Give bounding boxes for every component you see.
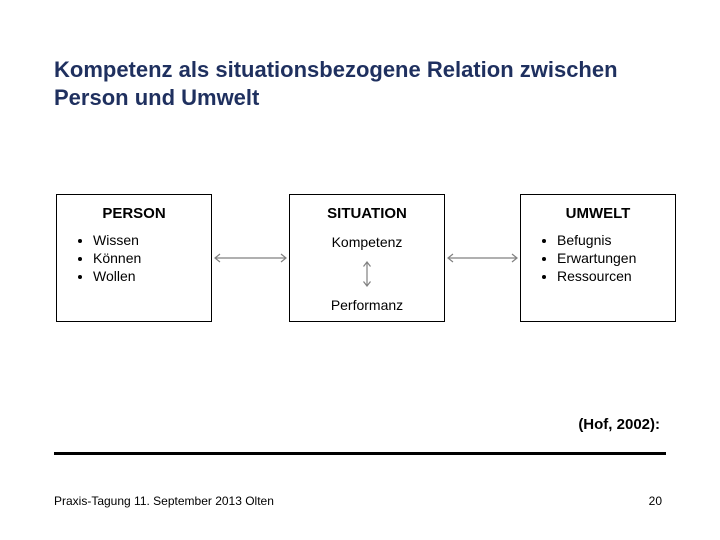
double-arrow-vertical-icon bbox=[362, 260, 372, 288]
box-person-list: Wissen Können Wollen bbox=[71, 232, 197, 284]
diagram: PERSON Wissen Können Wollen SITUATION Ko… bbox=[30, 180, 690, 370]
box-person-item: Wollen bbox=[93, 268, 197, 284]
box-person-item: Können bbox=[93, 250, 197, 266]
box-umwelt-item: Erwartungen bbox=[557, 250, 661, 266]
box-umwelt-item: Befugnis bbox=[557, 232, 661, 248]
box-situation-word-top: Kompetenz bbox=[304, 234, 430, 250]
box-situation-header: SITUATION bbox=[304, 205, 430, 222]
box-umwelt-header: UMWELT bbox=[535, 205, 661, 222]
box-umwelt-list: Befugnis Erwartungen Ressourcen bbox=[535, 232, 661, 284]
page-number: 20 bbox=[649, 494, 662, 508]
footer-text: Praxis-Tagung 11. September 2013 Olten bbox=[54, 494, 274, 508]
box-umwelt-item: Ressourcen bbox=[557, 268, 661, 284]
double-arrow-horizontal-icon bbox=[445, 248, 520, 268]
box-person-header: PERSON bbox=[71, 205, 197, 222]
box-person-item: Wissen bbox=[93, 232, 197, 248]
box-situation: SITUATION Kompetenz Performanz bbox=[289, 194, 445, 322]
footer-rule bbox=[54, 452, 666, 455]
double-arrow-horizontal-icon bbox=[212, 248, 289, 268]
box-umwelt: UMWELT Befugnis Erwartungen Ressourcen bbox=[520, 194, 676, 322]
box-situation-word-bottom: Performanz bbox=[304, 297, 430, 313]
citation: (Hof, 2002): bbox=[578, 416, 660, 433]
box-person: PERSON Wissen Können Wollen bbox=[56, 194, 212, 322]
slide-title: Kompetenz als situationsbezogene Relatio… bbox=[54, 56, 666, 111]
